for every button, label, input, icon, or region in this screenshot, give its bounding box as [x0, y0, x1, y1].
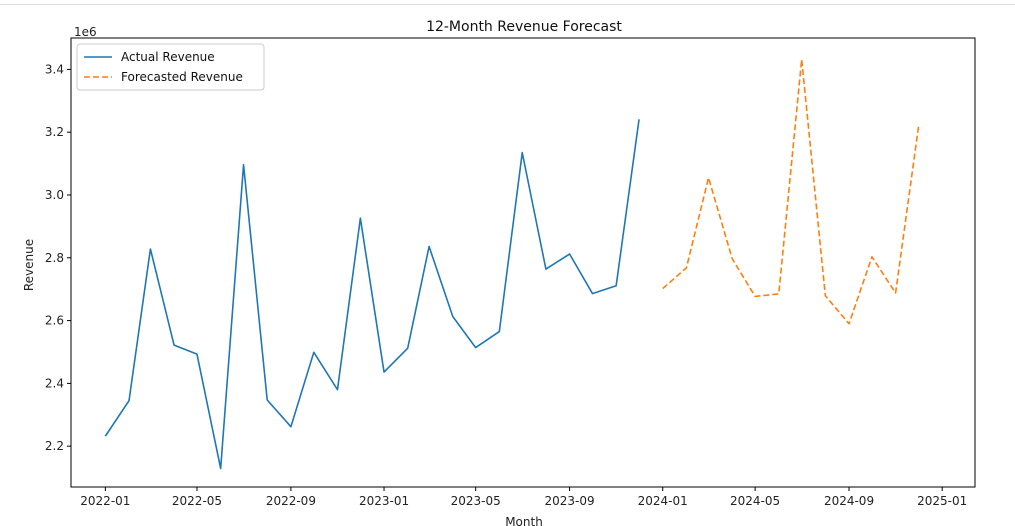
x-tick-label: 2023-09	[545, 494, 595, 508]
top-divider	[0, 4, 1015, 5]
y-tick-label: 2.4	[45, 376, 64, 390]
y-tick-label: 3.2	[45, 125, 64, 139]
x-tick-label: 2024-01	[638, 494, 688, 508]
y-tick-label: 3.4	[45, 62, 64, 76]
x-tick-label: 2024-09	[824, 494, 874, 508]
y-tick-label: 2.6	[45, 314, 64, 328]
x-tick-label: 2022-09	[266, 494, 316, 508]
plot-frame	[70, 37, 976, 488]
legend-box	[76, 43, 265, 91]
y-axis-label: Revenue	[22, 239, 36, 291]
chart-title: 12-Month Revenue Forecast	[426, 19, 622, 35]
x-tick-label: 2022-01	[80, 494, 130, 508]
x-tick-label: 2024-05	[730, 494, 780, 508]
legend: Actual Revenue Forecasted Revenue	[76, 43, 265, 91]
y-tick-label: 2.8	[45, 251, 64, 265]
legend-label-actual-revenue: Actual Revenue	[121, 50, 215, 64]
x-axis-label: Month	[505, 515, 543, 526]
x-tick-label: 2023-05	[451, 494, 501, 508]
x-tick-label: 2022-05	[172, 494, 222, 508]
x-tick-label: 2025-01	[917, 494, 967, 508]
y-tick-label: 3.0	[45, 188, 64, 202]
series-line-actual-revenue	[104, 119, 640, 470]
y-offset-label: 1e6	[74, 25, 97, 39]
x-tick-label: 2023-01	[359, 494, 409, 508]
y-tick-label: 2.2	[45, 439, 64, 453]
legend-label-forecasted-revenue: Forecasted Revenue	[121, 70, 243, 84]
series-line-forecasted-revenue	[662, 58, 920, 325]
